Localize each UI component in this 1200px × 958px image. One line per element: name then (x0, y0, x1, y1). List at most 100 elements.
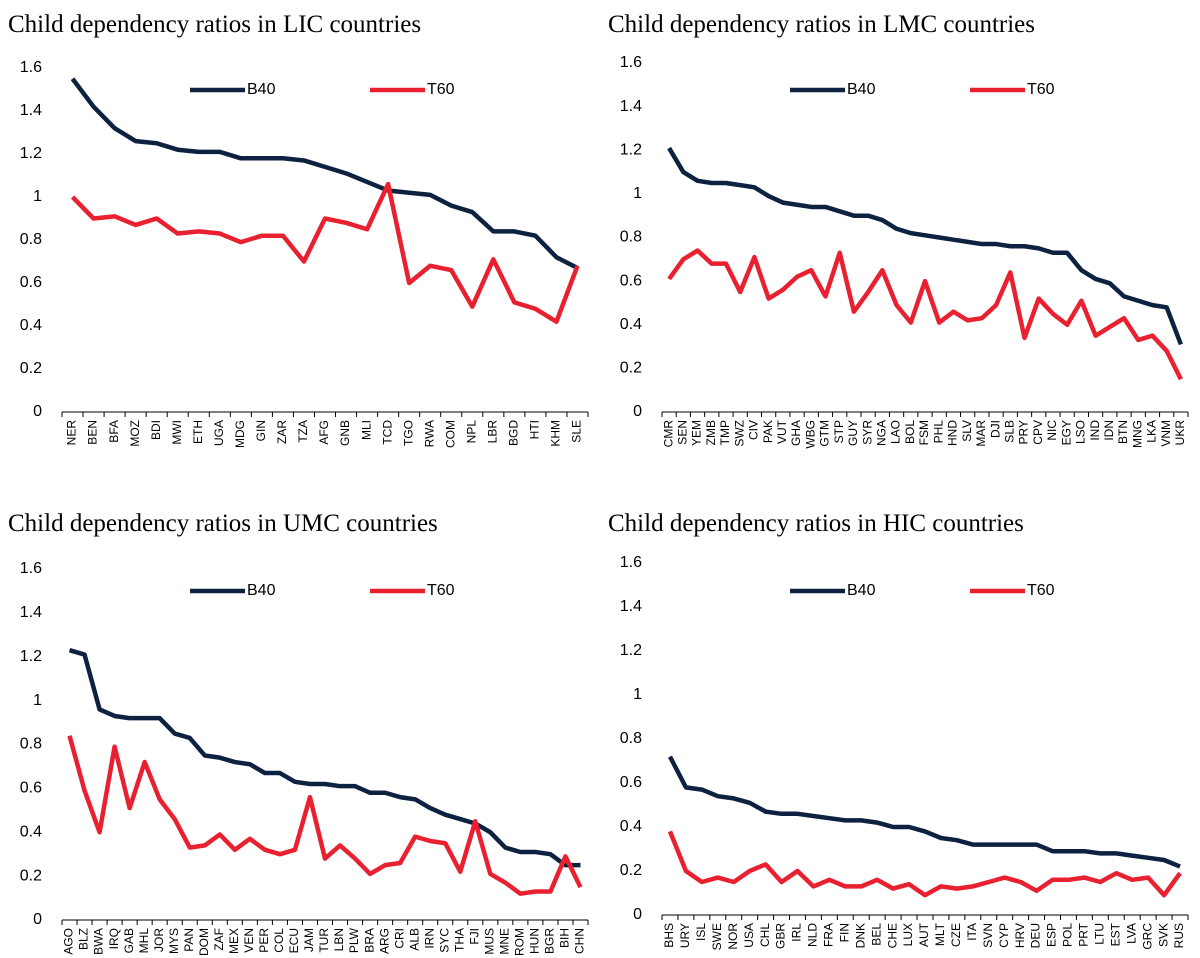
x-tick-label: SLB (1002, 420, 1016, 443)
x-tick-label: CYP (997, 923, 1011, 948)
x-tick-label: CZE (949, 923, 963, 947)
x-tick-label: SVN (981, 923, 995, 948)
y-tick-label: 0.2 (620, 862, 642, 879)
x-tick-label: CPV (1031, 420, 1045, 445)
series-line (667, 755, 1181, 869)
legend-label: T60 (1027, 582, 1055, 599)
y-tick-label: 0.6 (20, 274, 42, 291)
x-tick-label: SYR (860, 420, 874, 445)
x-tick-label: NOR (726, 923, 740, 950)
x-tick-label: ISL (694, 923, 708, 941)
x-tick-label: AGO (62, 928, 76, 955)
x-tick-label: BHS (662, 923, 676, 948)
x-tick-label: IND (1088, 420, 1102, 441)
x-tick-label: ECU (287, 928, 301, 953)
x-tick-label: PLW (347, 927, 361, 953)
x-tick-label: BIH (558, 928, 572, 948)
x-tick-label: BDI (149, 420, 163, 440)
x-tick-label: STP (832, 420, 846, 443)
y-tick-label: 1.2 (20, 145, 42, 162)
x-tick-label: PRT (1077, 922, 1091, 946)
chart-panel: Child dependency ratios in LMC countries… (608, 11, 1189, 449)
x-tick-label: BTN (1116, 420, 1130, 444)
x-tick-label: PHL (931, 420, 945, 444)
x-tick-label: URY (678, 923, 692, 948)
x-tick-label: TGO (401, 420, 415, 446)
x-tick-label: IRQ (107, 928, 121, 949)
x-tick-label: MLT (933, 922, 947, 946)
x-tick-label: MWI (170, 420, 184, 445)
x-tick-label: CMR (661, 420, 675, 448)
x-tick-label: FIN (837, 923, 851, 942)
y-tick-label: 0.8 (20, 736, 42, 753)
x-tick-label: UGA (212, 420, 226, 446)
y-tick-label: 0 (633, 906, 642, 923)
x-tick-label: AUT (917, 922, 931, 947)
x-tick-label: MNG (1130, 420, 1144, 448)
x-tick-label: PER (257, 928, 271, 953)
x-tick-label: ROM (513, 928, 527, 956)
x-tick-label: GHA (789, 420, 803, 446)
y-tick-label: 1.2 (20, 648, 42, 665)
series-line (68, 648, 581, 868)
y-tick-label: 0.4 (620, 818, 642, 835)
x-tick-label: AFG (317, 420, 331, 445)
x-tick-label: POL (1061, 923, 1075, 947)
y-tick-label: 0 (33, 911, 42, 928)
x-tick-label: LAO (889, 420, 903, 444)
x-tick-label: PAK (761, 420, 775, 443)
x-tick-label: SEN (675, 420, 689, 445)
y-tick-label: 0.4 (620, 316, 642, 333)
chart-title: Child dependency ratios in LIC countries (8, 11, 421, 38)
x-tick-label: CRI (392, 928, 406, 949)
x-tick-label: NIC (1045, 420, 1059, 441)
x-tick-label: BFA (107, 420, 121, 443)
chart-title: Child dependency ratios in HIC countries (608, 510, 1024, 537)
y-tick-label: 1.4 (620, 98, 642, 115)
y-tick-label: 1 (633, 686, 642, 703)
series-line (70, 181, 580, 324)
y-tick-label: 0 (633, 403, 642, 420)
chart-title: Child dependency ratios in UMC countries (8, 510, 438, 537)
x-tick-label: ZAR (275, 420, 289, 444)
x-tick-label: MNE (498, 928, 512, 955)
chart-panel: Child dependency ratios in HIC countries… (608, 510, 1189, 950)
x-tick-label: GRC (1140, 923, 1154, 950)
x-tick-label: NPL (464, 420, 478, 444)
x-tick-label: FJI (467, 928, 481, 945)
x-tick-label: GIN (254, 420, 268, 441)
x-tick-label: MOZ (128, 420, 142, 447)
y-tick-label: 0.8 (620, 730, 642, 747)
series-line (667, 830, 1182, 898)
y-tick-label: 1.4 (620, 598, 642, 615)
x-tick-label: HND (946, 420, 960, 446)
chart-panel: Child dependency ratios in LIC countries… (8, 11, 589, 448)
x-tick-label: BEL (869, 923, 883, 946)
x-tick-label: ZAF (212, 928, 226, 951)
y-tick-label: 0 (33, 403, 42, 420)
y-tick-label: 1.4 (20, 102, 42, 119)
y-tick-label: 0.6 (620, 272, 642, 289)
x-tick-label: VEN (242, 928, 256, 953)
x-tick-label: COL (272, 928, 286, 953)
x-tick-label: HUN (528, 928, 542, 954)
y-tick-label: 1.6 (620, 54, 642, 71)
x-tick-label: THA (452, 928, 466, 952)
x-tick-label: ETH (191, 420, 205, 444)
x-tick-label: TMP (718, 420, 732, 445)
x-tick-label: NGA (875, 420, 889, 446)
x-tick-label: COM (443, 420, 457, 448)
x-tick-label: LKA (1145, 420, 1159, 443)
x-tick-label: LUX (901, 923, 915, 946)
x-tick-label: BGR (543, 928, 557, 954)
y-tick-label: 1 (33, 692, 42, 709)
x-tick-label: DOM (197, 928, 211, 956)
x-tick-label: JOR (152, 928, 166, 952)
x-tick-label: MHL (137, 928, 151, 954)
legend-label: T60 (427, 582, 455, 599)
x-tick-label: WBG (803, 420, 817, 449)
y-tick-label: 1.2 (620, 141, 642, 158)
chart-title: Child dependency ratios in LMC countries (608, 11, 1035, 38)
y-tick-label: 0.2 (20, 867, 42, 884)
